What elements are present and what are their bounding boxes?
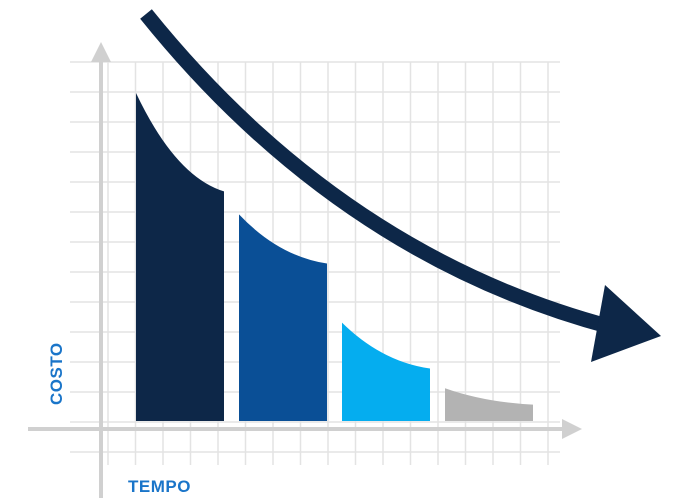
bar-3 [342,322,430,421]
trend-arrowhead [591,285,661,362]
bar-1 [136,93,224,421]
x-axis-label: TEMPO [128,477,191,496]
bar-4 [445,388,533,421]
bar-2 [239,214,327,421]
chart-bars [136,93,533,421]
trend-arrow-line [140,9,613,335]
chart-axes [28,42,582,498]
y-axis-label: COSTO [47,342,66,405]
x-axis-arrowhead [562,419,582,439]
y-axis-arrowhead [91,42,111,62]
trend-arrow [140,9,661,362]
